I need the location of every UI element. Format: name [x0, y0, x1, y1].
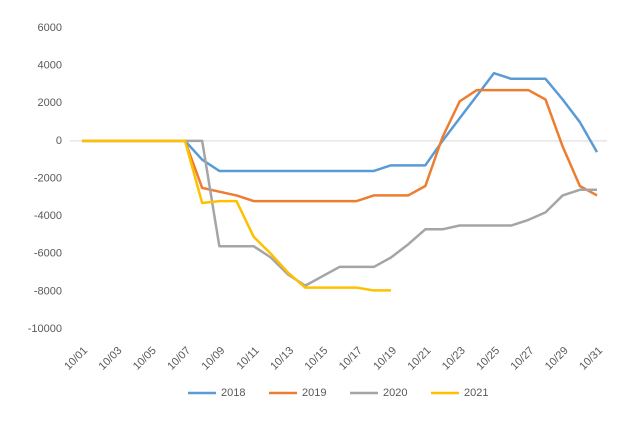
x-tick-label: 10/09: [200, 345, 228, 373]
line: [82, 71, 599, 173]
line: [82, 88, 598, 203]
x-tick-label: 10/19: [371, 345, 399, 373]
x-tick-label: 10/05: [131, 345, 159, 373]
line: [82, 139, 391, 292]
y-tick-label: -6000: [34, 248, 62, 260]
x-tick-label: 10/07: [165, 345, 193, 373]
y-tick-label: -8000: [34, 285, 62, 297]
legend-label: 2020: [383, 387, 407, 399]
x-tick-label: 10/23: [440, 345, 468, 373]
y-tick-label: 2000: [38, 97, 62, 109]
legend-label: 2018: [221, 387, 245, 399]
x-tick-label: 10/27: [509, 345, 537, 373]
x-tick-label: 10/21: [406, 345, 434, 373]
y-tick-label: -10000: [28, 323, 62, 335]
x-tick-label: 10/15: [303, 345, 331, 373]
y-tick-label: 0: [56, 135, 62, 147]
y-tick-label: -2000: [34, 172, 62, 184]
x-tick-label: 10/31: [577, 345, 605, 373]
x-tick-label: 10/11: [234, 345, 261, 372]
x-tick-label: 10/13: [268, 345, 296, 373]
x-tick-label: 10/03: [97, 345, 125, 373]
legend-label: 2019: [302, 387, 326, 399]
line: [82, 139, 597, 287]
x-tick-label: 10/01: [62, 345, 90, 373]
x-tick-label: 10/29: [543, 345, 571, 373]
y-tick-label: 4000: [38, 60, 62, 72]
y-tick-label: 6000: [38, 22, 62, 34]
x-tick-label: 10/17: [337, 345, 365, 373]
x-tick-label: 10/25: [474, 345, 502, 373]
legend-label: 2021: [464, 387, 488, 399]
y-tick-label: -4000: [34, 210, 62, 222]
